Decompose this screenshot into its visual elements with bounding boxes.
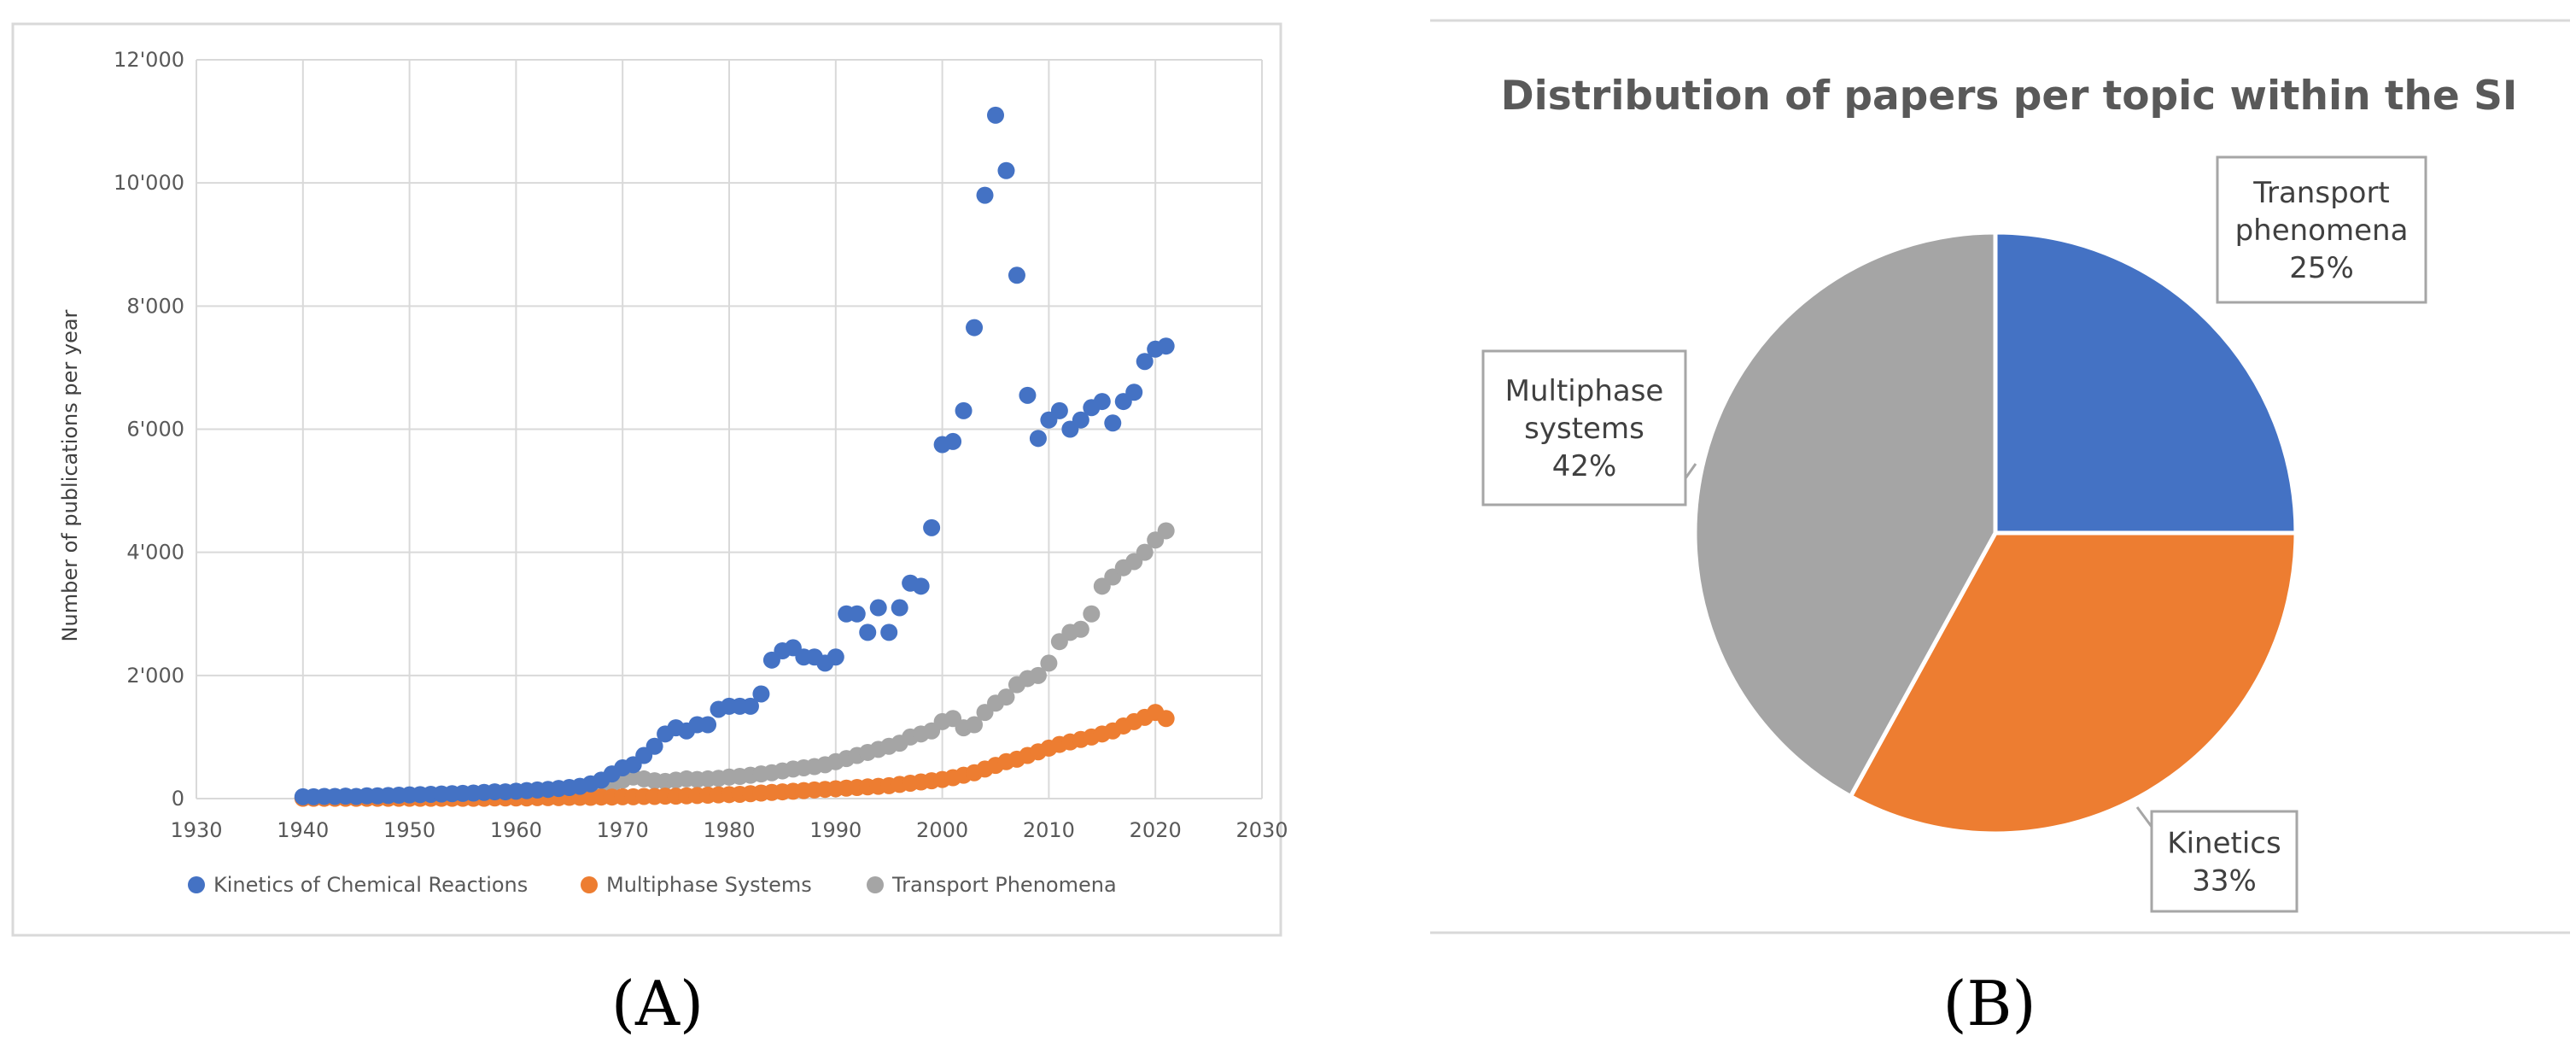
- data-point: [1157, 710, 1175, 728]
- x-tick-label: 1950: [383, 818, 435, 842]
- y-tick-label: 4'000: [126, 541, 184, 565]
- data-point: [752, 685, 770, 703]
- scatter-legend: Kinetics of Chemical Reactions Multiphase…: [188, 873, 1117, 897]
- x-tick-label: 1990: [809, 818, 862, 842]
- legend-label: Transport Phenomena: [891, 873, 1117, 897]
- data-point: [1029, 430, 1047, 448]
- legend-label: Kinetics of Chemical Reactions: [213, 873, 528, 897]
- scatter-points: [294, 106, 1175, 807]
- slice-percent-label: 25%: [2289, 251, 2354, 285]
- x-tick-label: 2030: [1235, 818, 1288, 842]
- panel-label-a: (A): [611, 968, 704, 1039]
- callout-box: [1481, 349, 1687, 506]
- data-point: [1083, 605, 1101, 623]
- data-point: [976, 186, 994, 204]
- data-point: [848, 605, 866, 623]
- data-point: [1019, 386, 1037, 404]
- y-axis-ticks: 0 2'000 4'000 6'000 8'000 10'000 12'000: [114, 48, 184, 811]
- data-point: [869, 599, 887, 617]
- x-tick-label: 2010: [1023, 818, 1075, 842]
- data-point: [955, 401, 973, 419]
- legend-marker: [581, 876, 598, 893]
- pie-slice: [1993, 230, 2299, 536]
- data-point: [1072, 620, 1089, 638]
- data-point: [1093, 393, 1111, 411]
- callout-box: [2150, 810, 2299, 913]
- y-tick-label: 0: [172, 787, 184, 811]
- y-tick-label: 8'000: [126, 294, 184, 318]
- data-point: [699, 716, 717, 734]
- pie-slices: [1692, 230, 2299, 836]
- x-tick-label: 1940: [277, 818, 329, 842]
- x-axis-ticks: 1930 1940 1950 1960 1970 1980 1990 2000 2010 2020…: [170, 818, 1288, 842]
- x-tick-label: 1960: [490, 818, 542, 842]
- slice-category-label: Kinetics: [2167, 827, 2281, 861]
- data-point: [891, 599, 908, 617]
- data-point: [1157, 337, 1175, 355]
- y-tick-label: 6'000: [126, 418, 184, 442]
- x-tick-label: 1970: [597, 818, 649, 842]
- data-point: [1104, 414, 1122, 432]
- x-tick-label: 2020: [1130, 818, 1182, 842]
- data-point: [1125, 383, 1143, 401]
- slice-category-label: Multiphase: [1505, 374, 1664, 408]
- data-point: [1136, 353, 1154, 371]
- data-point: [827, 648, 844, 666]
- series-kinetics-of-chemical-reactions: [294, 106, 1175, 805]
- scatter-gridlines: [196, 59, 1263, 799]
- slice-percent-label: 42%: [1552, 449, 1617, 483]
- panel-label-b: (B): [1942, 968, 2036, 1039]
- data-point: [912, 577, 930, 595]
- x-tick-label: 2000: [916, 818, 968, 842]
- data-point: [997, 161, 1015, 179]
- slice-category-label: phenomena: [2235, 214, 2409, 248]
- y-tick-label: 10'000: [114, 171, 184, 195]
- data-point: [997, 688, 1015, 706]
- pie-slice: [1848, 530, 2299, 836]
- y-axis-title: Number of publications per year: [58, 309, 82, 641]
- data-point: [741, 697, 759, 715]
- data-point: [1040, 654, 1058, 672]
- callout-box: [2216, 155, 2427, 304]
- pie-slice: [1692, 230, 1998, 799]
- data-point: [1029, 666, 1047, 684]
- y-tick-label: 12'000: [114, 48, 184, 72]
- data-point: [880, 624, 898, 641]
- data-point: [645, 737, 663, 755]
- data-point: [987, 106, 1004, 124]
- callout-leader-line: [2135, 806, 2153, 828]
- y-tick-label: 2'000: [126, 664, 184, 688]
- x-tick-label: 1980: [703, 818, 755, 842]
- data-point: [966, 319, 984, 337]
- data-point: [923, 518, 941, 536]
- legend-marker: [867, 876, 884, 893]
- legend-label: Multiphase Systems: [606, 873, 812, 897]
- data-point: [1136, 543, 1154, 561]
- callout-leader-line: [1684, 463, 1697, 479]
- slice-percent-label: 33%: [2192, 864, 2257, 899]
- data-point: [1157, 522, 1175, 540]
- slice-category-label: Transport: [2252, 176, 2390, 210]
- pie-chart-title: Distribution of papers per topic within …: [1501, 73, 2518, 120]
- data-point: [1072, 411, 1089, 429]
- data-point: [944, 432, 962, 450]
- pie-chart-panel: Distribution of papers per topic within …: [1430, 19, 2570, 934]
- x-tick-label: 1930: [170, 818, 222, 842]
- data-point: [1050, 401, 1068, 419]
- data-point: [1008, 266, 1025, 284]
- slice-category-label: systems: [1524, 412, 1644, 446]
- data-point: [859, 624, 877, 641]
- legend-marker: [188, 876, 205, 893]
- data-point: [966, 716, 984, 734]
